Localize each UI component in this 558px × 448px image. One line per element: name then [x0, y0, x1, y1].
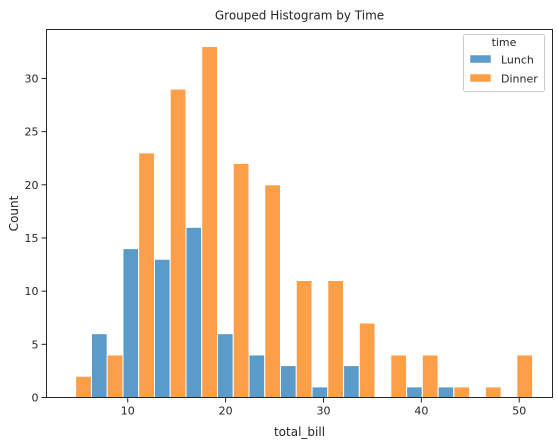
y-tick-label: 25 [25, 126, 39, 139]
x-tick-label: 10 [121, 405, 135, 418]
bar-lunch-3 [153, 258, 171, 398]
bar-dinner-2 [138, 152, 155, 398]
bar-dinner-9 [358, 322, 376, 398]
y-tick-label: 15 [25, 232, 39, 245]
x-tick-label: 20 [219, 405, 233, 418]
legend-swatch-dinner [469, 73, 492, 83]
legend: time Lunch Dinner [463, 34, 545, 92]
bar-dinner-6 [264, 184, 282, 398]
x-tick-label: 50 [512, 405, 526, 418]
bar-dinner-3 [169, 88, 187, 398]
y-axis-label: Count [7, 195, 21, 231]
x-tick-label: 30 [316, 405, 330, 418]
y-tick-label: 20 [25, 179, 39, 192]
bar-dinner-13 [484, 386, 502, 399]
bar-dinner-5 [232, 163, 250, 398]
bar-lunch-11 [406, 386, 423, 399]
bar-lunch-1 [90, 333, 108, 398]
x-tick-label: 40 [414, 405, 428, 418]
y-tick-label: 30 [25, 72, 39, 85]
chart-title: Grouped Histogram by Time [215, 9, 384, 23]
bar-dinner-4 [201, 46, 218, 399]
y-tick-label: 10 [25, 285, 39, 298]
legend-label-dinner: Dinner [501, 73, 538, 86]
bar-lunch-8 [311, 386, 329, 399]
bar-dinner-14 [516, 354, 534, 398]
bar-dinner-8 [327, 280, 345, 398]
legend-title: time [492, 36, 517, 49]
bar-dinner-1 [106, 354, 124, 398]
bar-lunch-9 [343, 365, 360, 399]
bar-dinner-0 [75, 375, 92, 399]
bar-dinner-12 [453, 386, 471, 399]
bar-lunch-6 [248, 354, 266, 398]
x-axis-label: total_bill [274, 425, 325, 439]
legend-label-lunch: Lunch [501, 54, 534, 67]
x-axis: 10 20 30 40 50 [121, 397, 526, 418]
bar-dinner-10 [390, 354, 408, 398]
plot-frame [46, 29, 553, 398]
bar-dinner-7 [295, 280, 313, 398]
bars-group [75, 46, 534, 399]
y-tick-label: 0 [32, 392, 39, 405]
legend-swatch-lunch [469, 54, 492, 64]
bar-lunch-12 [437, 386, 455, 399]
bar-lunch-5 [216, 333, 234, 398]
bar-lunch-4 [185, 226, 203, 398]
y-axis: 0 5 10 15 20 25 30 [25, 72, 47, 405]
bar-dinner-11 [421, 354, 439, 398]
bar-lunch-7 [280, 365, 297, 399]
bar-lunch-2 [122, 248, 140, 398]
y-tick-label: 5 [32, 338, 39, 351]
